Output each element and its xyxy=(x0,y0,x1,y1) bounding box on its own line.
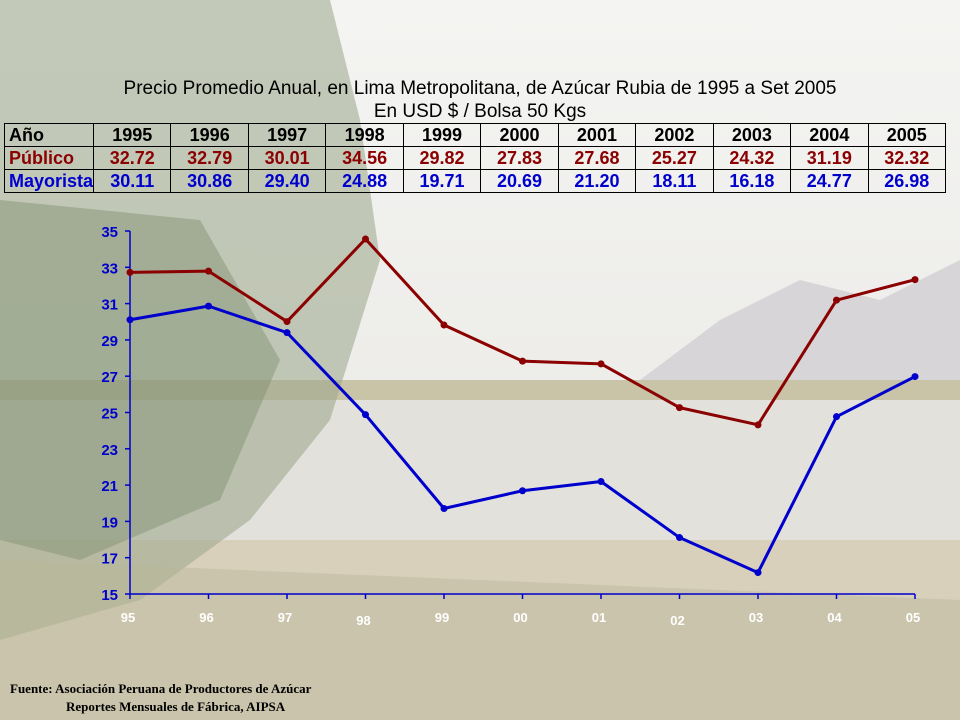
y-tick-label: 27 xyxy=(101,369,118,386)
table-year-cell: 2003 xyxy=(712,123,792,147)
table-cell: 21.20 xyxy=(557,169,637,193)
data-point xyxy=(676,404,683,412)
table-cell: 27.68 xyxy=(557,146,637,170)
table-year-cell: 1997 xyxy=(247,123,327,147)
x-tick-label: 04 xyxy=(827,610,842,625)
data-point xyxy=(833,413,840,421)
data-point xyxy=(205,302,212,310)
x-tick-label: 95 xyxy=(121,610,135,625)
chart-subtitle: En USD $ / Bolsa 50 Kgs xyxy=(373,101,587,122)
y-tick-label: 23 xyxy=(101,442,118,459)
y-tick-label: 29 xyxy=(101,333,118,350)
table-cell: 24.88 xyxy=(325,169,404,193)
data-point xyxy=(597,360,605,368)
y-tick-label: 15 xyxy=(101,587,118,604)
table-year-cell: 1999 xyxy=(402,123,482,147)
source-note: Fuente: Asociación Peruana de Productore… xyxy=(10,680,311,716)
x-tick-label: 02 xyxy=(670,613,684,628)
data-point xyxy=(362,411,369,419)
table-year-cell: 2002 xyxy=(635,123,714,147)
table-year-cell: 2000 xyxy=(480,123,559,147)
table-cell: 32.72 xyxy=(92,146,172,170)
table-year-cell: 1995 xyxy=(92,123,172,147)
x-tick-label: 01 xyxy=(592,610,606,625)
table-cell: 27.83 xyxy=(480,146,559,170)
data-point xyxy=(519,487,526,495)
table-cell: 29.40 xyxy=(247,169,327,193)
table-row-mayorista: Mayorista 30.11 30.86 29.40 24.88 19.71 … xyxy=(4,169,947,193)
table-cell: 32.32 xyxy=(867,146,947,170)
series-line-público xyxy=(129,237,916,427)
table-year-cell: 2001 xyxy=(557,123,637,147)
table-cell: 30.11 xyxy=(92,169,172,193)
x-tick-label: 96 xyxy=(199,610,213,625)
data-point xyxy=(911,276,919,284)
data-point xyxy=(833,296,840,304)
data-point xyxy=(205,267,212,275)
table-year-cell: 1996 xyxy=(170,123,249,147)
y-tick-label: 31 xyxy=(101,297,118,314)
y-tick-label: 17 xyxy=(101,551,118,568)
table-header-row: Año 1995 1996 1997 1998 1999 2000 2001 2… xyxy=(4,123,947,147)
table-cell: 34.56 xyxy=(325,146,404,170)
data-point xyxy=(440,321,448,329)
data-point xyxy=(754,569,762,577)
table-cell: 20.69 xyxy=(480,169,559,193)
x-tick-label: 97 xyxy=(278,610,292,625)
table-row-publico: Público 32.72 32.79 30.01 34.56 29.82 27… xyxy=(4,146,947,170)
data-point xyxy=(754,421,762,429)
table-cell: 24.77 xyxy=(790,169,869,193)
table-row-label: Público xyxy=(4,146,94,170)
y-tick-label: 21 xyxy=(101,478,118,495)
series-line-mayorista xyxy=(129,304,916,575)
table-row-label: Mayorista xyxy=(4,169,94,193)
price-table: Año 1995 1996 1997 1998 1999 2000 2001 2… xyxy=(4,123,947,193)
table-cell: 19.71 xyxy=(402,169,482,193)
x-tick-label: 00 xyxy=(513,610,527,625)
data-point xyxy=(283,329,291,337)
data-point xyxy=(911,373,919,381)
data-point xyxy=(283,318,291,326)
table-cell: 16.18 xyxy=(712,169,792,193)
x-tick-label: 98 xyxy=(356,613,370,628)
table-year-cell: 2004 xyxy=(790,123,869,147)
y-tick-label: 35 xyxy=(101,224,118,241)
y-tick-label: 19 xyxy=(101,514,118,531)
data-point xyxy=(362,235,369,243)
x-tick-label: 99 xyxy=(435,610,449,625)
x-tick-label: 03 xyxy=(749,610,763,625)
y-tick-label: 33 xyxy=(101,260,118,277)
table-year-cell: 2005 xyxy=(867,123,947,147)
data-point xyxy=(519,357,526,365)
chart-title: Precio Promedio Anual, en Lima Metropoli… xyxy=(123,78,837,99)
y-tick-label: 25 xyxy=(101,406,118,423)
data-point xyxy=(440,505,448,513)
x-tick-label: 05 xyxy=(906,610,920,625)
data-point xyxy=(676,534,683,542)
source-line-1: Fuente: Asociación Peruana de Productore… xyxy=(10,681,312,696)
data-point xyxy=(126,268,134,276)
table-cell: 32.79 xyxy=(170,146,249,170)
data-point xyxy=(126,316,134,324)
table-cell: 26.98 xyxy=(867,169,947,193)
source-line-2: Reportes Mensuales de Fábrica, AIPSA xyxy=(66,699,286,714)
data-point xyxy=(597,477,605,485)
